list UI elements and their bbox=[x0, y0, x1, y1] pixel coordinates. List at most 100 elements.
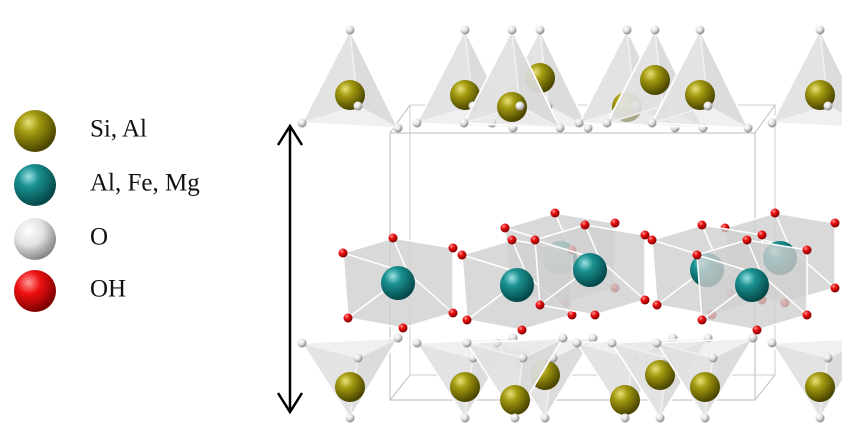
o-atom bbox=[460, 25, 470, 35]
oh-atom bbox=[580, 220, 590, 230]
o-atom bbox=[748, 333, 758, 343]
o-atom bbox=[462, 338, 472, 348]
arrow-head bbox=[276, 123, 304, 146]
o-atom bbox=[345, 413, 355, 423]
oh-atom bbox=[338, 248, 348, 258]
o-atom bbox=[515, 101, 525, 111]
oh-atom bbox=[500, 223, 510, 233]
o-atom bbox=[652, 338, 662, 348]
metal-atom bbox=[573, 253, 607, 287]
oh-atom bbox=[343, 313, 353, 323]
oh-atom bbox=[507, 235, 517, 245]
si-atom bbox=[497, 92, 527, 122]
oh-atom bbox=[692, 250, 702, 260]
oh-atom bbox=[830, 283, 840, 293]
layer-arrow bbox=[276, 123, 304, 415]
legend: Si, Al Al, Fe, Mg O OH bbox=[14, 110, 200, 312]
legend-swatch bbox=[14, 164, 56, 206]
legend-label: Si, Al bbox=[90, 116, 147, 143]
legend-swatch bbox=[14, 110, 56, 152]
structure bbox=[297, 25, 842, 423]
oh-atom bbox=[697, 220, 707, 230]
o-atom bbox=[507, 25, 517, 35]
o-atom bbox=[297, 118, 307, 128]
o-atom bbox=[393, 123, 403, 133]
o-atom bbox=[460, 413, 470, 423]
oh-atom bbox=[757, 230, 767, 240]
o-atom bbox=[540, 413, 550, 423]
oh-atom bbox=[802, 245, 812, 255]
oh-atom bbox=[652, 300, 662, 310]
si-atom bbox=[805, 372, 835, 402]
si-atom bbox=[640, 65, 670, 95]
metal-atom bbox=[381, 266, 415, 300]
oh-atom bbox=[647, 235, 657, 245]
o-atom bbox=[588, 333, 598, 343]
o-atom bbox=[602, 118, 612, 128]
oh-atom bbox=[398, 323, 408, 333]
metal-atom bbox=[735, 268, 769, 302]
legend-label: OH bbox=[90, 276, 126, 303]
o-atom bbox=[700, 413, 710, 423]
o-atom bbox=[518, 353, 528, 363]
tetrahedron bbox=[462, 28, 562, 129]
tetrahedron bbox=[650, 28, 750, 129]
o-atom bbox=[535, 25, 545, 35]
arrow-head bbox=[276, 392, 304, 415]
legend-label: O bbox=[90, 224, 108, 251]
oh-atom bbox=[388, 233, 398, 243]
oh-atom bbox=[742, 235, 752, 245]
oh-atom bbox=[640, 230, 650, 240]
si-atom bbox=[450, 372, 480, 402]
o-atom bbox=[607, 338, 617, 348]
oh-atom bbox=[830, 218, 840, 228]
oh-atom bbox=[590, 310, 600, 320]
tetrahedron bbox=[300, 28, 400, 129]
o-atom bbox=[695, 25, 705, 35]
tetrahedron bbox=[465, 337, 565, 420]
unit-cell bbox=[389, 374, 411, 401]
oh-atom bbox=[697, 315, 707, 325]
o-atom bbox=[459, 118, 469, 128]
oh-atom bbox=[517, 325, 527, 335]
oh-atom bbox=[550, 208, 560, 218]
o-atom bbox=[743, 123, 753, 133]
oh-atom bbox=[448, 243, 458, 253]
o-atom bbox=[510, 413, 520, 423]
si-atom bbox=[645, 360, 675, 390]
o-atom bbox=[412, 118, 422, 128]
o-atom bbox=[583, 123, 593, 133]
oh-atom bbox=[457, 250, 467, 260]
o-atom bbox=[823, 101, 833, 111]
oh-atom bbox=[462, 315, 472, 325]
oh-atom bbox=[535, 300, 545, 310]
oh-atom bbox=[802, 310, 812, 320]
o-atom bbox=[622, 25, 632, 35]
oh-atom bbox=[448, 308, 458, 318]
o-atom bbox=[412, 338, 422, 348]
o-atom bbox=[823, 353, 833, 363]
oh-atom bbox=[530, 235, 540, 245]
o-atom bbox=[767, 338, 777, 348]
o-atom bbox=[650, 25, 660, 35]
si-atom bbox=[690, 372, 720, 402]
o-atom bbox=[767, 118, 777, 128]
oh-atom bbox=[752, 325, 762, 335]
legend-swatch bbox=[14, 270, 56, 312]
o-atom bbox=[815, 413, 825, 423]
unit-cell bbox=[754, 374, 776, 401]
legend-swatch bbox=[14, 218, 56, 260]
o-atom bbox=[572, 338, 582, 348]
o-atom bbox=[647, 118, 657, 128]
o-atom bbox=[655, 413, 665, 423]
o-atom bbox=[297, 338, 307, 348]
o-atom bbox=[620, 413, 630, 423]
o-atom bbox=[703, 101, 713, 111]
si-atom bbox=[610, 385, 640, 415]
o-atom bbox=[555, 123, 565, 133]
o-atom bbox=[708, 353, 718, 363]
legend-label: Al, Fe, Mg bbox=[90, 170, 200, 197]
o-atom bbox=[815, 25, 825, 35]
o-atom bbox=[574, 118, 584, 128]
